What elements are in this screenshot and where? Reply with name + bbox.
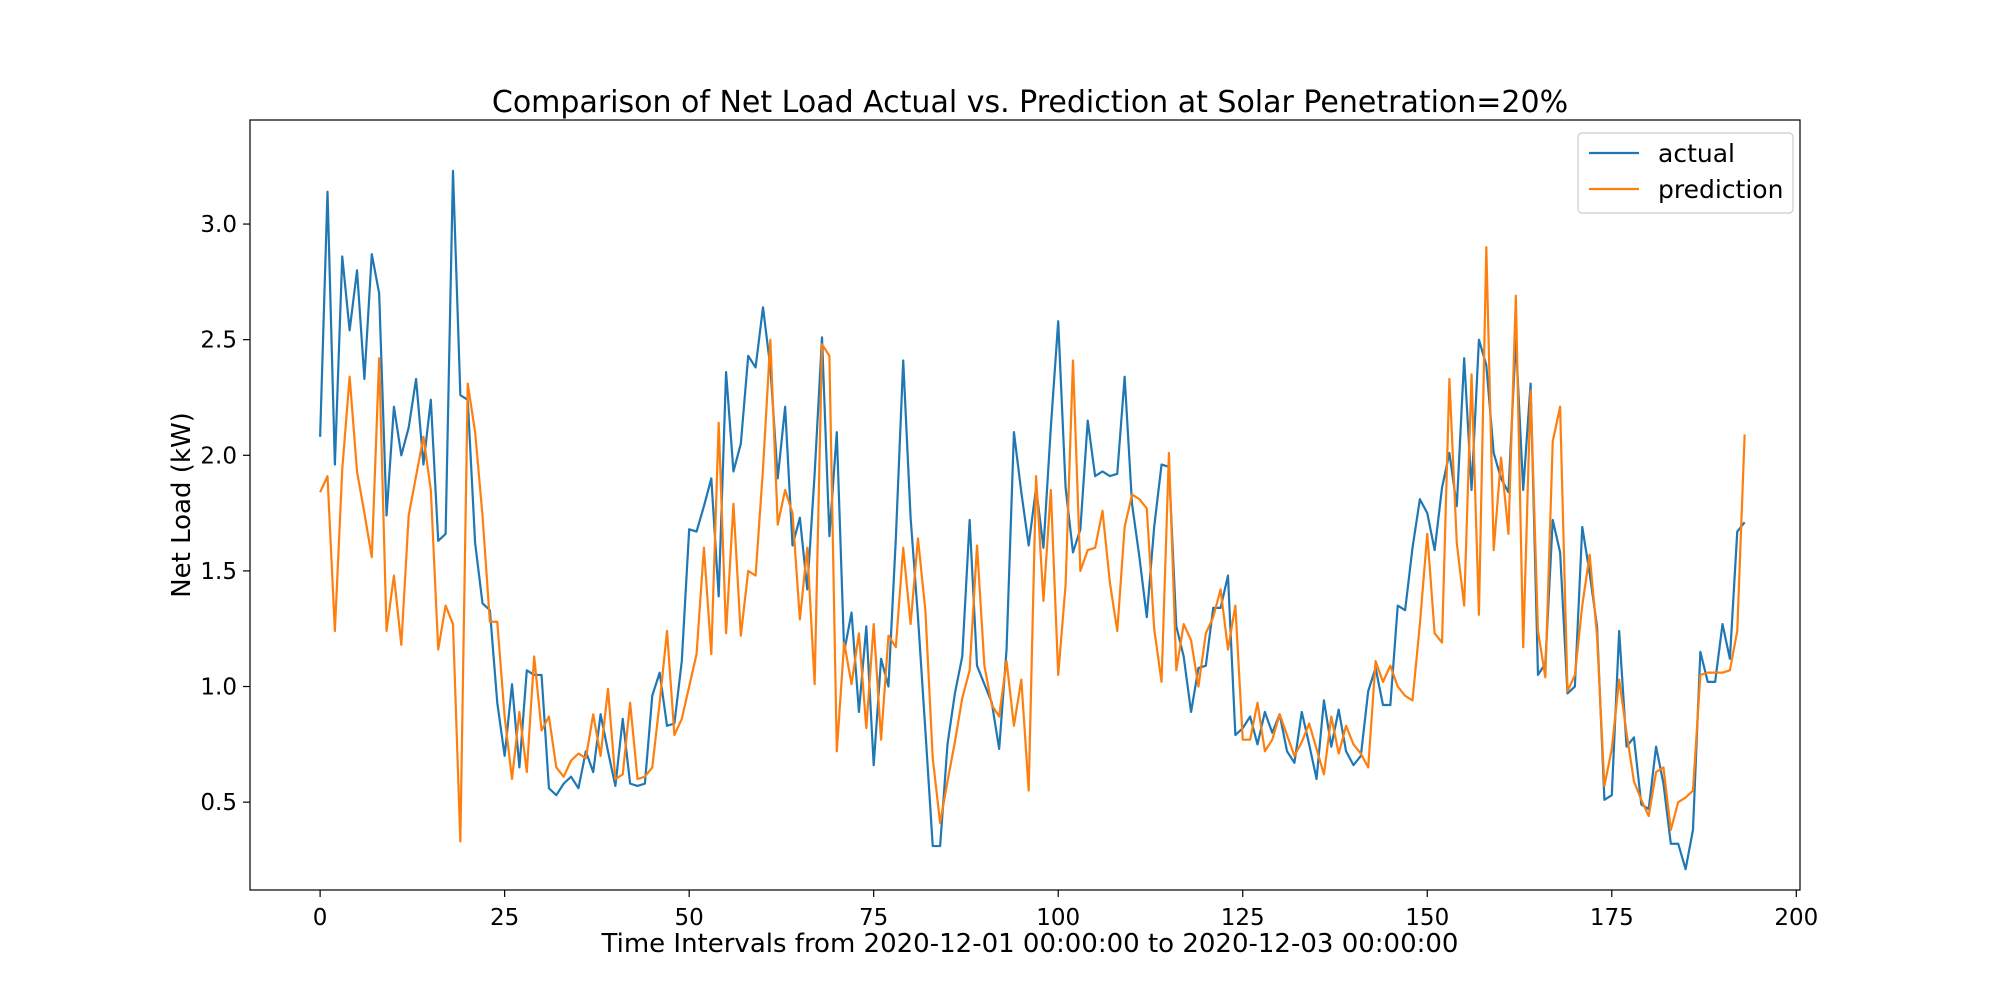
series-line-prediction (319, 246, 1746, 843)
chart-title: Comparison of Net Load Actual vs. Predic… (492, 85, 1568, 120)
x-axis-ticks: 0 25 50 75 100 125 150 175 200 (313, 890, 1818, 931)
y-tick-label: 3.0 (200, 212, 237, 238)
x-tick-label: 100 (1036, 905, 1080, 931)
x-tick-label: 175 (1590, 905, 1634, 931)
legend: actual prediction (1577, 132, 1794, 214)
x-tick-label: 200 (1774, 905, 1818, 931)
y-tick-label: 2.5 (200, 328, 237, 354)
y-axis-label: Net Load (kW) (167, 412, 197, 598)
series-line-actual (319, 169, 1746, 871)
y-tick-label: 0.5 (200, 790, 237, 816)
x-axis-label: Time Intervals from 2020-12-01 00:00:00 … (601, 929, 1459, 959)
y-tick-label: 2.0 (200, 443, 237, 469)
plot-frame (249, 119, 1801, 891)
x-tick-label: 125 (1221, 905, 1265, 931)
legend-label-actual: actual (1658, 139, 1735, 168)
x-tick-label: 0 (313, 905, 328, 931)
x-tick-label: 50 (675, 905, 704, 931)
y-tick-label: 1.0 (200, 675, 237, 701)
x-tick-label: 150 (1405, 905, 1449, 931)
x-tick-label: 25 (490, 905, 519, 931)
series-layer (319, 169, 1746, 871)
legend-label-prediction: prediction (1658, 175, 1783, 204)
x-tick-label: 75 (859, 905, 888, 931)
plot-area (250, 120, 1800, 890)
y-axis-ticks: 0.5 1.0 1.5 2.0 2.5 3.0 (200, 212, 250, 816)
y-tick-label: 1.5 (200, 559, 237, 585)
